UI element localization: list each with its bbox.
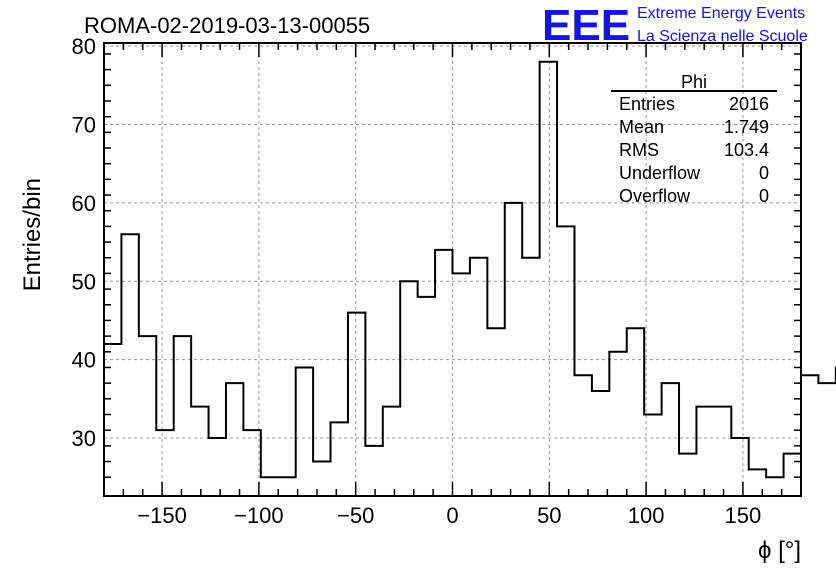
stats-row-rms: RMS 103.4 bbox=[619, 140, 769, 160]
stats-value-entries: 2016 bbox=[729, 94, 769, 114]
stats-row-overflow: Overflow 0 bbox=[619, 186, 769, 206]
y-tick-labels: 30 40 50 60 70 80 bbox=[72, 34, 96, 451]
x-tick-label: 50 bbox=[537, 503, 561, 528]
stats-value-underflow: 0 bbox=[759, 163, 769, 183]
eee-logo-line1: Extreme Energy Events bbox=[637, 5, 805, 22]
x-tick-label: −50 bbox=[337, 503, 374, 528]
x-tick-label: −150 bbox=[137, 503, 187, 528]
stats-row-underflow: Underflow 0 bbox=[619, 163, 769, 183]
stats-label-entries: Entries bbox=[619, 94, 675, 114]
stats-row-entries: Entries 2016 bbox=[619, 94, 769, 114]
stats-value-rms: 103.4 bbox=[724, 140, 769, 160]
eee-logo-line2: La Scienza nelle Scuole bbox=[637, 28, 808, 45]
x-tick-labels: −150 −100 −50 0 50 100 150 bbox=[137, 503, 761, 528]
x-tick-label: 0 bbox=[446, 503, 458, 528]
y-tick-label: 70 bbox=[72, 113, 96, 138]
histogram-outline bbox=[104, 60, 836, 479]
stats-label-rms: RMS bbox=[619, 140, 659, 160]
stats-box: Phi Entries 2016 Mean 1.749 RMS 103.4 Un… bbox=[611, 72, 777, 206]
stats-value-mean: 1.749 bbox=[724, 117, 769, 137]
x-tick-label: 100 bbox=[628, 503, 665, 528]
stats-title: Phi bbox=[681, 72, 707, 92]
eee-logo: EEE Extreme Energy Events La Scienza nel… bbox=[542, 1, 808, 50]
y-tick-label: 40 bbox=[72, 348, 96, 373]
y-tick-label: 50 bbox=[72, 269, 96, 294]
stats-label-underflow: Underflow bbox=[619, 163, 701, 183]
x-tick-label: 150 bbox=[725, 503, 762, 528]
stats-row-mean: Mean 1.749 bbox=[619, 117, 769, 137]
y-tick-label: 80 bbox=[72, 34, 96, 59]
y-axis-title: Entries/bin bbox=[19, 178, 46, 291]
stats-label-mean: Mean bbox=[619, 117, 664, 137]
x-tick-label: −100 bbox=[234, 503, 284, 528]
chart-title: ROMA-02-2019-03-13-00055 bbox=[84, 13, 370, 38]
x-axis-title: ϕ [°] bbox=[758, 537, 801, 564]
plot-frame bbox=[103, 42, 802, 497]
stats-value-overflow: 0 bbox=[759, 186, 769, 206]
y-tick-label: 30 bbox=[72, 426, 96, 451]
stats-label-overflow: Overflow bbox=[619, 186, 691, 206]
eee-logo-text: EEE bbox=[542, 1, 630, 50]
y-tick-label: 60 bbox=[72, 191, 96, 216]
